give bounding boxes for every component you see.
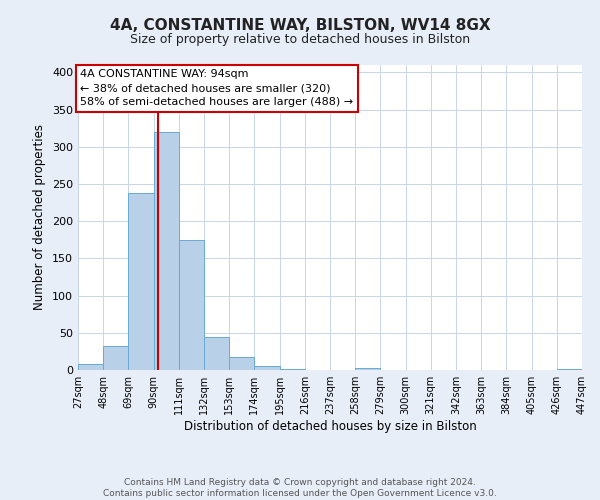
Bar bbox=[78, 364, 103, 370]
Bar bbox=[204, 336, 229, 370]
Y-axis label: Number of detached properties: Number of detached properties bbox=[34, 124, 46, 310]
Text: 4A, CONSTANTINE WAY, BILSTON, WV14 8GX: 4A, CONSTANTINE WAY, BILSTON, WV14 8GX bbox=[110, 18, 490, 32]
Bar bbox=[229, 358, 254, 370]
Bar bbox=[154, 132, 179, 370]
Text: Contains HM Land Registry data © Crown copyright and database right 2024.
Contai: Contains HM Land Registry data © Crown c… bbox=[103, 478, 497, 498]
Bar bbox=[355, 368, 380, 370]
Bar bbox=[280, 368, 305, 370]
Bar bbox=[557, 368, 582, 370]
Bar bbox=[179, 240, 204, 370]
Bar bbox=[254, 366, 280, 370]
Text: 4A CONSTANTINE WAY: 94sqm
← 38% of detached houses are smaller (320)
58% of semi: 4A CONSTANTINE WAY: 94sqm ← 38% of detac… bbox=[80, 70, 353, 108]
Text: Size of property relative to detached houses in Bilston: Size of property relative to detached ho… bbox=[130, 32, 470, 46]
Bar bbox=[103, 346, 128, 370]
X-axis label: Distribution of detached houses by size in Bilston: Distribution of detached houses by size … bbox=[184, 420, 476, 433]
Bar bbox=[128, 193, 154, 370]
